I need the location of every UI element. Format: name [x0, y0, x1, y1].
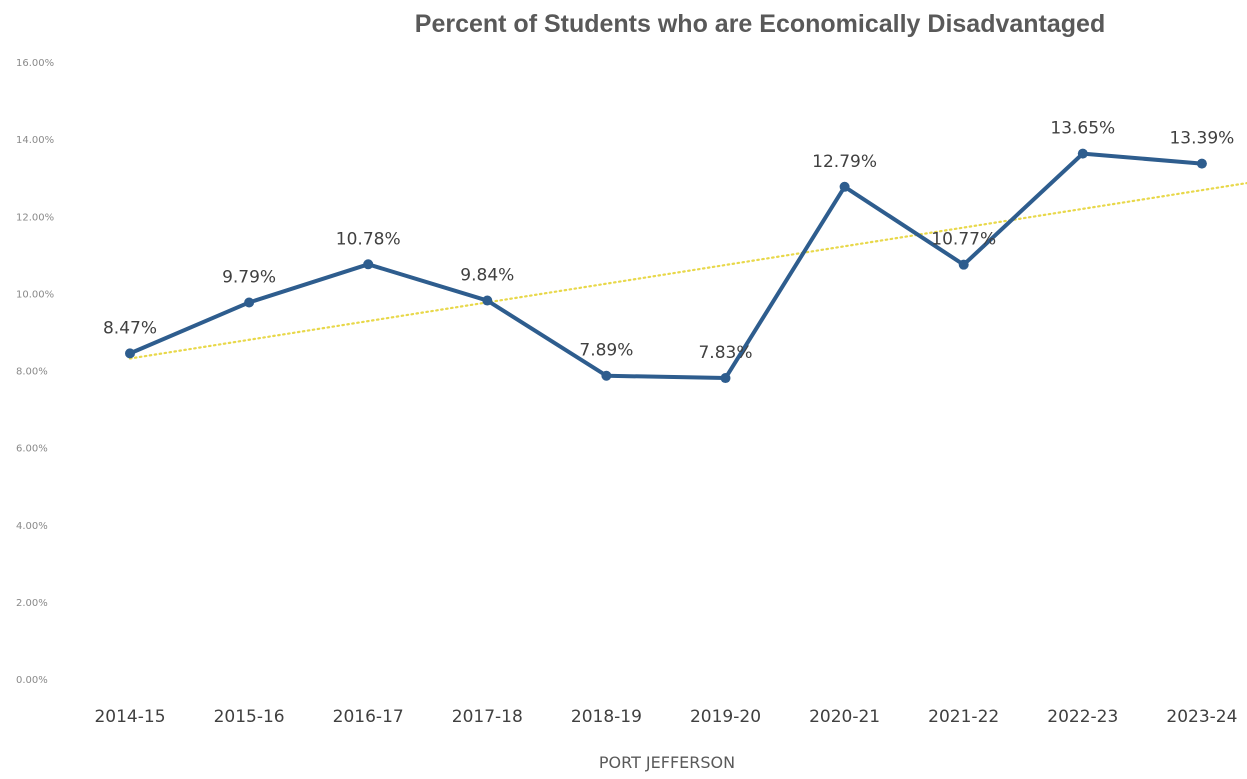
- data-point: [482, 295, 493, 306]
- data-point: [244, 297, 255, 308]
- y-tick-label: 12.00%: [16, 212, 54, 223]
- x-tick-label: 2019-20: [690, 707, 761, 727]
- data-point: [720, 373, 731, 384]
- y-tick-label: 2.00%: [16, 598, 48, 609]
- data-label: 9.84%: [460, 266, 514, 286]
- y-tick-label: 4.00%: [16, 521, 48, 532]
- x-tick-label: 2020-21: [809, 707, 880, 727]
- y-tick-label: 8.00%: [16, 367, 48, 378]
- data-label: 12.79%: [812, 152, 877, 172]
- x-tick-label: 2014-15: [94, 707, 165, 727]
- data-label-layer: 8.47% 9.79% 10.78% 9.84% 7.89% 7.83% 12.79% 10.…: [103, 119, 1234, 363]
- data-label: 13.65%: [1050, 119, 1115, 139]
- data-point: [958, 259, 969, 270]
- data-label: 9.79%: [222, 267, 276, 287]
- data-label: 7.89%: [579, 341, 633, 361]
- data-point: [363, 259, 374, 270]
- series-line: [128, 151, 1204, 381]
- trendline: [128, 181, 1247, 360]
- y-tick-label: 6.00%: [16, 444, 48, 455]
- x-tick-label: 2021-22: [928, 707, 999, 727]
- data-label: 13.39%: [1169, 129, 1234, 149]
- trendline-layer: [128, 181, 1247, 360]
- x-axis-label: PORT JEFFERSON: [599, 753, 735, 772]
- x-tick-label: 2018-19: [571, 707, 642, 727]
- y-tick-label: 14.00%: [16, 135, 54, 146]
- data-point: [839, 181, 850, 192]
- x-tick-label: 2022-23: [1047, 707, 1118, 727]
- data-point: [1077, 148, 1088, 159]
- data-point: [125, 348, 135, 359]
- data-label: 8.47%: [103, 318, 157, 338]
- x-axis-ticks: 2014-15 2015-16 2016-17 2017-18 2018-19 2019-…: [94, 707, 1237, 727]
- y-tick-label: 16.00%: [16, 58, 54, 69]
- y-axis-ticks: 0.00% 2.00% 4.00% 6.00% 8.00% 10.00% 12.00% 14.…: [16, 58, 54, 686]
- x-tick-label: 2016-17: [333, 707, 404, 727]
- data-label: 10.77%: [931, 230, 996, 250]
- y-tick-label: 0.00%: [16, 675, 48, 686]
- x-tick-label: 2017-18: [452, 707, 523, 727]
- x-tick-label: 2015-16: [214, 707, 285, 727]
- data-point: [601, 370, 612, 381]
- data-label: 7.83%: [698, 343, 752, 363]
- series-layer: [125, 148, 1207, 384]
- x-tick-label: 2023-24: [1166, 707, 1237, 727]
- data-point: [1196, 158, 1207, 169]
- chart-title: Percent of Students who are Economically…: [415, 10, 1105, 38]
- y-tick-label: 10.00%: [16, 289, 54, 300]
- data-label: 10.78%: [336, 229, 401, 249]
